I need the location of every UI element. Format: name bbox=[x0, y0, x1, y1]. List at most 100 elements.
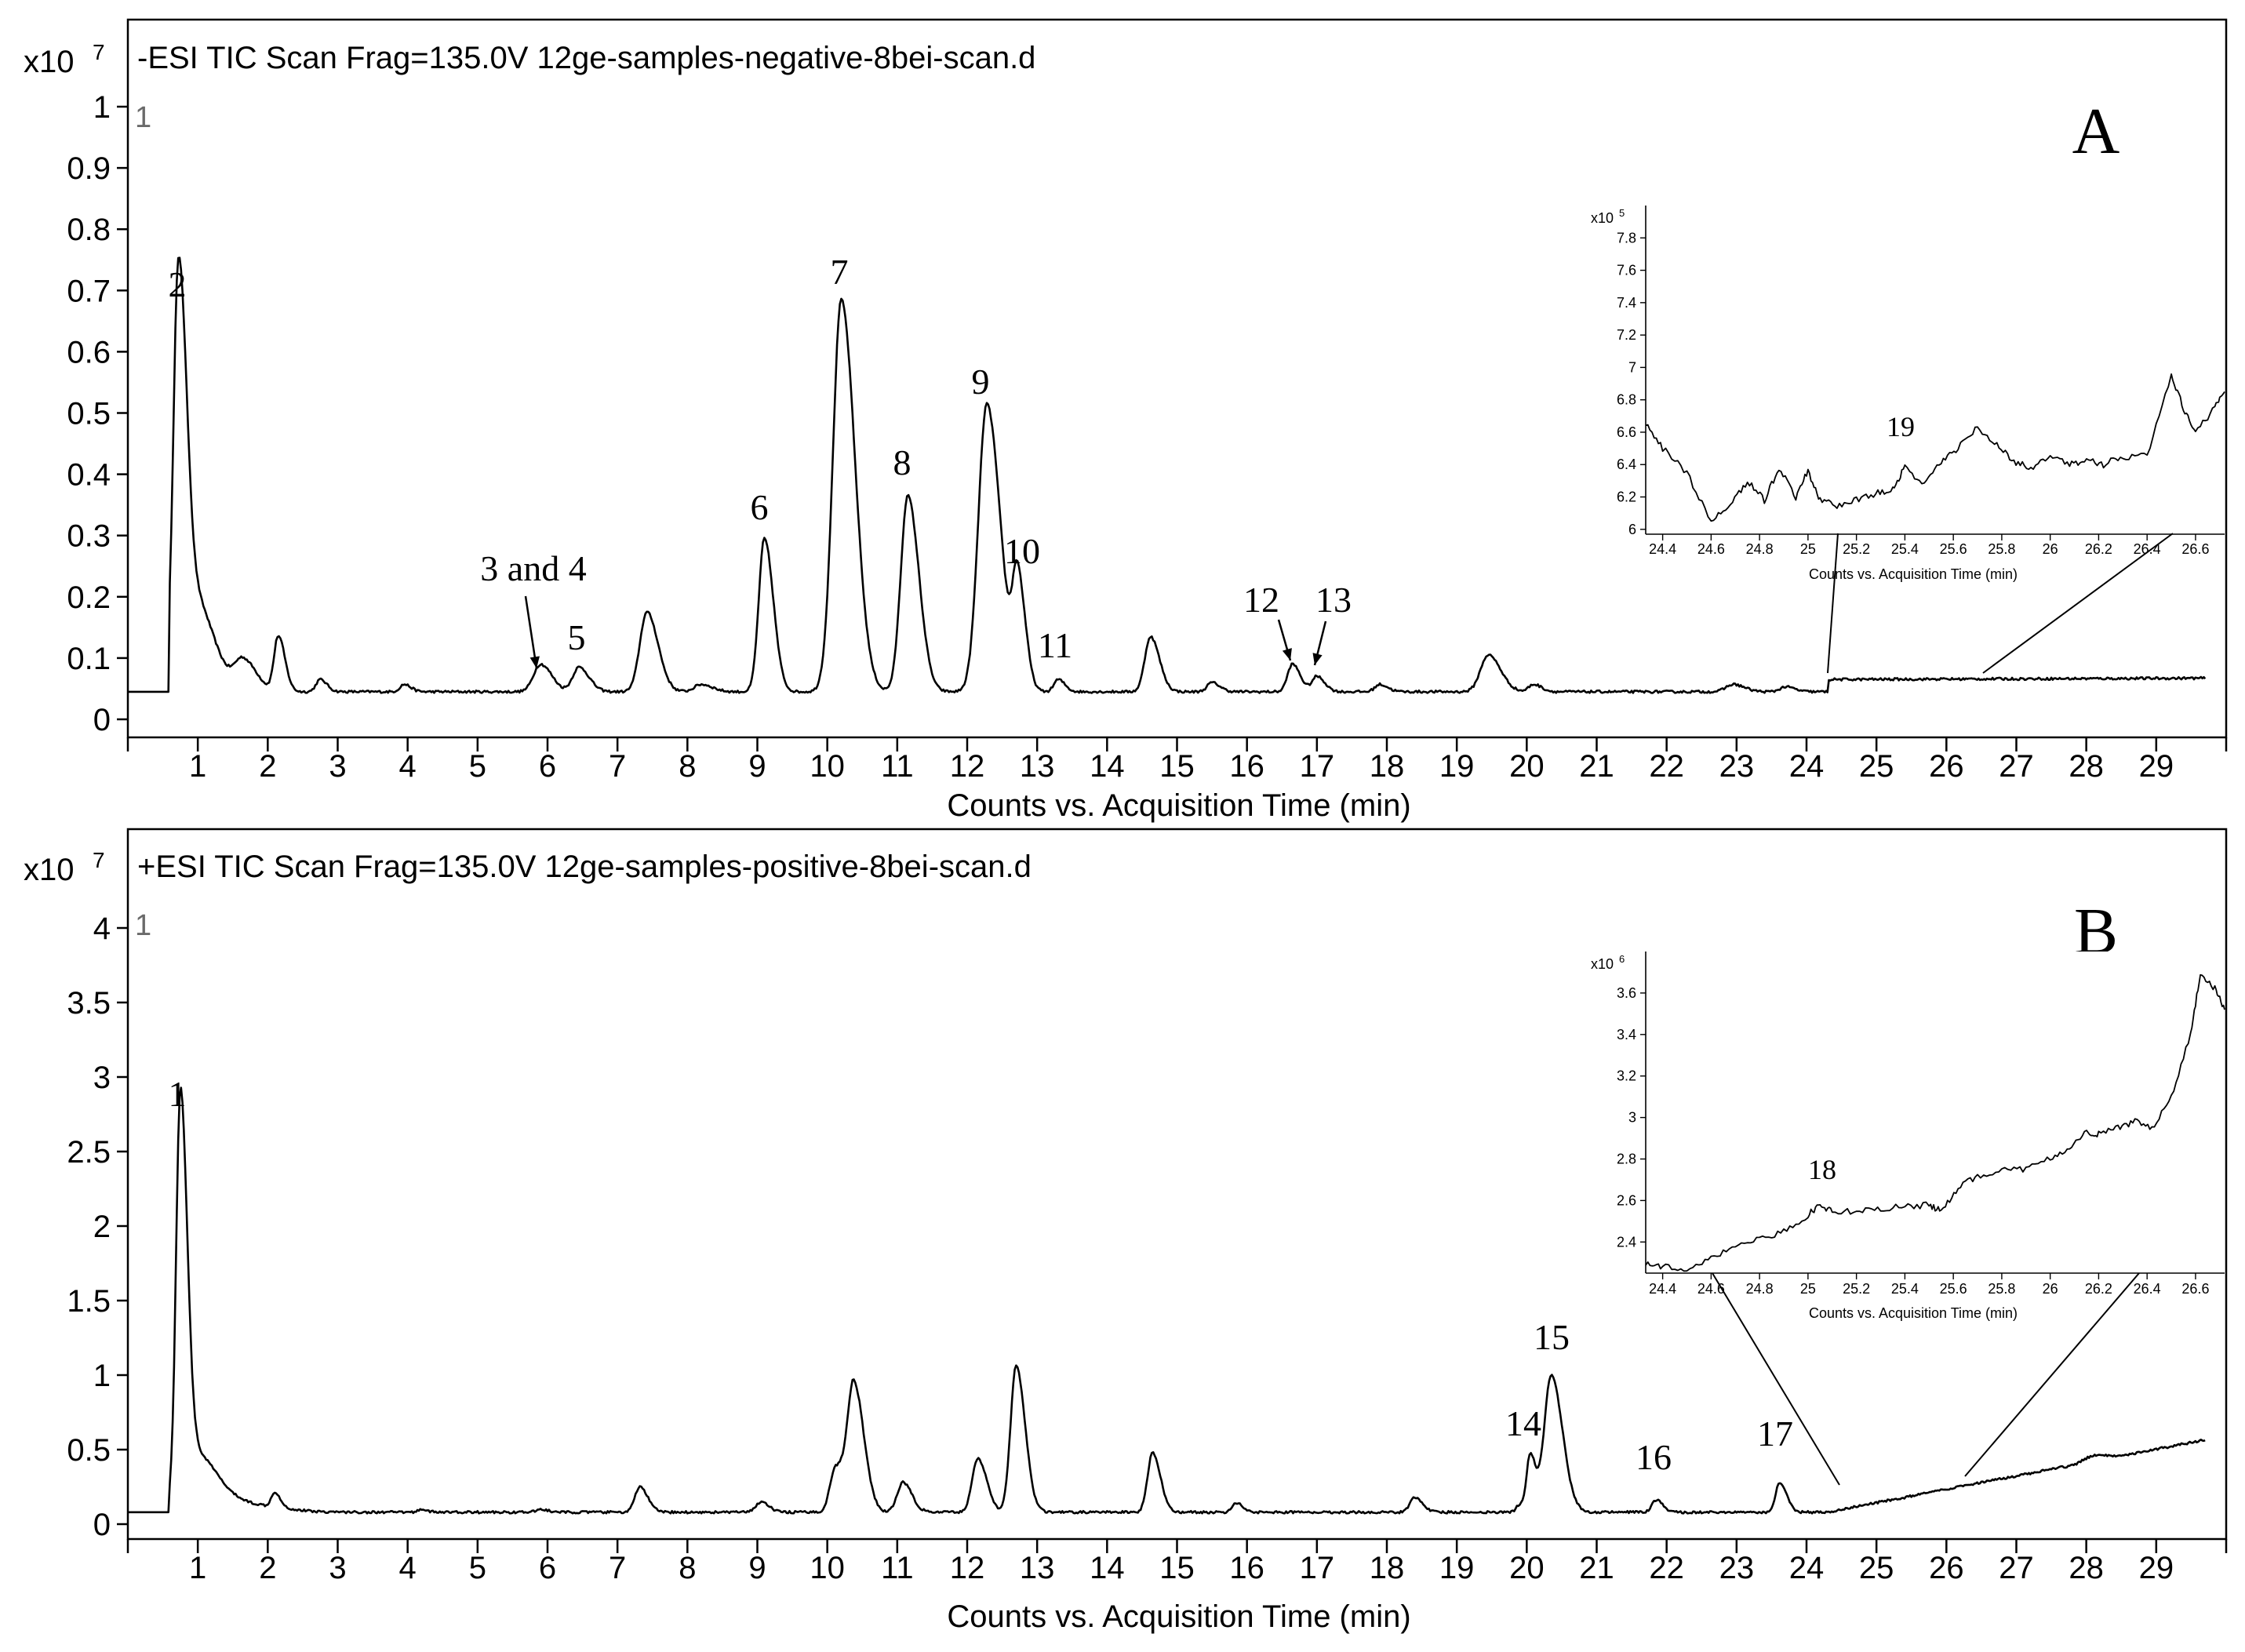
peak-label: 2 bbox=[169, 264, 187, 304]
x-tick-label: 28 bbox=[2069, 1551, 2104, 1585]
inset-background bbox=[1646, 952, 2225, 1273]
x-tick-label: 9 bbox=[748, 1551, 766, 1585]
x-tick-label: 25 bbox=[1859, 1551, 1894, 1585]
x-tick-label: 11 bbox=[881, 749, 914, 784]
x-tick-label: 16 bbox=[1229, 749, 1264, 784]
inset-peak-label: 18 bbox=[1808, 1154, 1836, 1185]
panel-letter: A bbox=[2072, 95, 2120, 168]
x-axis-label: Counts vs. Acquisition Time (min) bbox=[947, 788, 1410, 823]
inset-y-tick-label: 2.8 bbox=[1617, 1152, 1636, 1167]
inset-y-tick-label: 6.6 bbox=[1617, 424, 1636, 440]
panel-b: +ESI TIC Scan Frag=135.0V 12ge-samples-p… bbox=[24, 828, 2228, 1634]
inset-x-axis-label: Counts vs. Acquisition Time (min) bbox=[1809, 1305, 2018, 1321]
x-tick-label: 28 bbox=[2069, 749, 2104, 784]
y-tick-label: 1 bbox=[93, 90, 111, 125]
x-tick-label: 18 bbox=[1370, 749, 1405, 784]
inset-x-tick-label: 24.4 bbox=[1649, 1281, 1676, 1297]
tic-trace bbox=[128, 257, 2207, 694]
y-multiplier: x10 bbox=[24, 45, 75, 79]
x-tick-label: 12 bbox=[950, 1551, 985, 1585]
x-tick-label: 3 bbox=[329, 1551, 346, 1585]
inset-zoom: x10 6 2.4 2.6 2.8 3 3.2 3.4 3.6 24.4 24.6 24.8 25 25.… bbox=[1591, 952, 2225, 1321]
x-tick-label: 1 bbox=[189, 1551, 206, 1585]
x-tick-label: 19 bbox=[1439, 749, 1475, 784]
x-tick-label: 18 bbox=[1370, 1551, 1405, 1585]
inset-x-tick-label: 26.2 bbox=[2085, 541, 2112, 557]
inset-x-tick-label: 24.6 bbox=[1697, 541, 1725, 557]
y-multiplier-exponent: 7 bbox=[93, 40, 105, 64]
y-tick-label: 0.9 bbox=[67, 151, 111, 186]
inset-multiplier: x10 bbox=[1591, 956, 1614, 972]
x-tick-label: 8 bbox=[679, 749, 696, 784]
y-tick-label: 0.6 bbox=[67, 335, 111, 369]
y-tick-label: 0.2 bbox=[67, 580, 111, 615]
inset-x-tick-label: 24.4 bbox=[1649, 541, 1676, 557]
peak-label: 1 bbox=[169, 1074, 187, 1114]
y-tick-label: 1.5 bbox=[67, 1284, 111, 1319]
peak-label: 15 bbox=[1534, 1317, 1570, 1357]
x-tick-label: 7 bbox=[609, 1551, 626, 1585]
x-tick-label: 1 bbox=[189, 749, 206, 784]
x-tick-label: 25 bbox=[1859, 749, 1894, 784]
x-tick-label: 10 bbox=[810, 1551, 845, 1585]
inset-multiplier-exponent: 6 bbox=[1619, 953, 1625, 965]
x-tick-label: 27 bbox=[1999, 749, 2034, 784]
y-tick-label: 3.5 bbox=[67, 986, 111, 1021]
inset-y-tick-label: 3.2 bbox=[1617, 1068, 1636, 1084]
x-tick-label: 13 bbox=[1020, 1551, 1055, 1585]
x-tick-label: 24 bbox=[1789, 1551, 1825, 1585]
x-tick-label: 17 bbox=[1300, 1551, 1335, 1585]
peak-label: 14 bbox=[1505, 1403, 1541, 1443]
inset-x-tick-label: 25.4 bbox=[1891, 1281, 1919, 1297]
y-tick-label: 3 bbox=[93, 1061, 111, 1095]
x-tick-label: 4 bbox=[399, 749, 417, 784]
y-tick-label: 2.5 bbox=[67, 1135, 111, 1170]
x-tick-label: 20 bbox=[1509, 1551, 1545, 1585]
inset-connector-right bbox=[1964, 1272, 2140, 1477]
x-tick-label: 6 bbox=[539, 749, 556, 784]
peak-label: 5 bbox=[568, 617, 586, 657]
peak-label: 17 bbox=[1757, 1414, 1793, 1454]
chart-title: +ESI TIC Scan Frag=135.0V 12ge-samples-p… bbox=[137, 850, 1032, 884]
x-tick-label: 29 bbox=[2139, 1551, 2174, 1585]
inset-y-tick-label: 2.6 bbox=[1617, 1192, 1636, 1208]
inset-background bbox=[1646, 206, 2225, 534]
y-tick-label: 1 bbox=[93, 1359, 111, 1393]
y-multiplier: x10 bbox=[24, 853, 75, 887]
inset-y-tick-label: 7.4 bbox=[1617, 295, 1636, 311]
inset-x-tick-label: 25.2 bbox=[1843, 541, 1870, 557]
x-axis-label: Counts vs. Acquisition Time (min) bbox=[947, 1599, 1410, 1634]
inset-y-tick-label: 6 bbox=[1628, 522, 1636, 537]
inset-peak-label: 19 bbox=[1887, 411, 1915, 442]
inset-x-tick-label: 26.4 bbox=[2134, 1281, 2161, 1297]
inset-y-tick-label: 6.2 bbox=[1617, 489, 1636, 505]
x-tick-label: 3 bbox=[329, 749, 346, 784]
peak-label: 11 bbox=[1038, 625, 1072, 665]
inset-x-axis-label: Counts vs. Acquisition Time (min) bbox=[1809, 566, 2018, 582]
inset-x-tick-label: 25.6 bbox=[1940, 1281, 1967, 1297]
y-tick-label: 0 bbox=[93, 1508, 111, 1542]
x-tick-label: 2 bbox=[259, 1551, 276, 1585]
inset-y-tick-label: 7.2 bbox=[1617, 327, 1636, 343]
y-tick-label: 0.1 bbox=[67, 642, 111, 676]
inset-x-tick-label: 24.8 bbox=[1746, 541, 1774, 557]
inset-x-tick-label: 25.2 bbox=[1843, 1281, 1870, 1297]
y-tick-label: 0.8 bbox=[67, 213, 111, 247]
x-tick-label: 4 bbox=[399, 1551, 417, 1585]
inset-x-tick-label: 26 bbox=[2043, 541, 2058, 557]
inset-y-tick-label: 6.4 bbox=[1617, 457, 1636, 472]
peak-arrowhead bbox=[1312, 653, 1323, 665]
inset-y-tick-label: 7 bbox=[1628, 359, 1636, 375]
peak-label: 13 bbox=[1315, 580, 1352, 620]
panel-a: -ESI TIC Scan Frag=135.0V 12ge-samples-n… bbox=[24, 18, 2228, 823]
y-tick-label: 0.7 bbox=[67, 274, 111, 308]
x-tick-label: 9 bbox=[748, 749, 766, 784]
inset-multiplier-exponent: 5 bbox=[1619, 207, 1625, 219]
inset-x-tick-label: 26.4 bbox=[2134, 541, 2161, 557]
x-tick-label: 12 bbox=[950, 749, 985, 784]
peak-label: 3 and 4 bbox=[480, 548, 586, 588]
x-tick-label: 21 bbox=[1579, 749, 1614, 784]
x-tick-label: 26 bbox=[1929, 749, 1964, 784]
y-tick-label: 0.3 bbox=[67, 519, 111, 554]
